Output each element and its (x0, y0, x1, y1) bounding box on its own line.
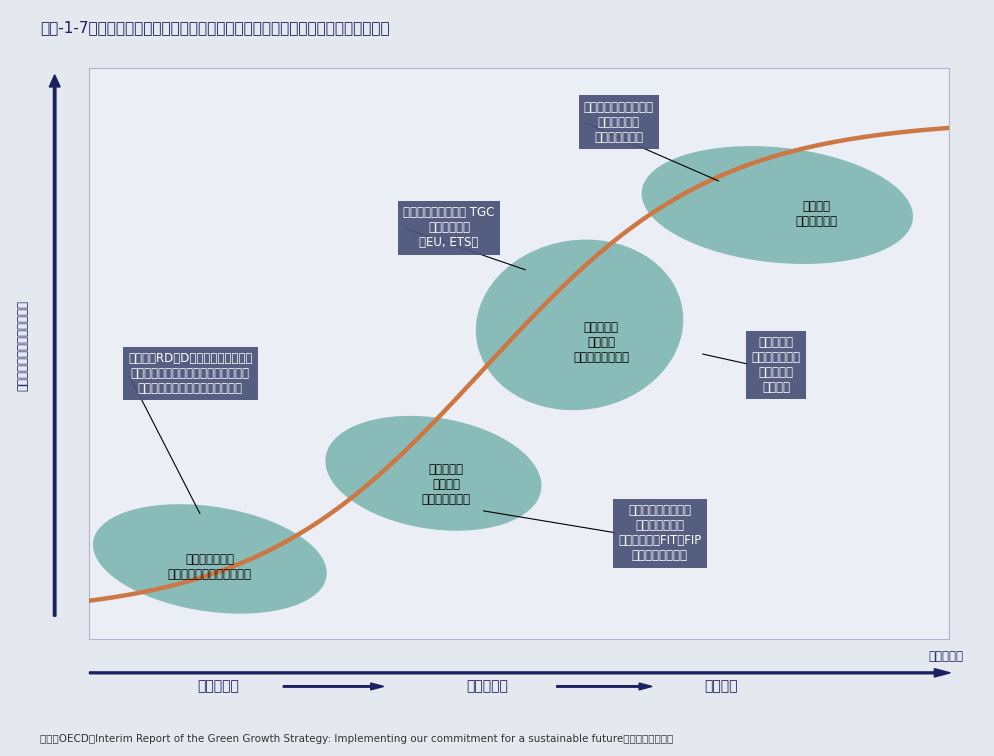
Ellipse shape (641, 146, 913, 264)
Ellipse shape (92, 504, 327, 614)
Text: 技術の市場における発展段階: 技術の市場における発展段階 (16, 300, 30, 392)
Text: 安定的で低リスクの
インセンティブ
価格ベース：FIT、FIP
数値ベース：入札: 安定的で低リスクの インセンティブ 価格ベース：FIT、FIP 数値ベース：入札 (618, 504, 702, 562)
Text: 試行・実証段階
（例：次世代バイオ燃料）: 試行・実証段階 （例：次世代バイオ燃料） (168, 553, 251, 581)
Text: 市場の進展: 市場の進展 (198, 680, 240, 693)
Text: コスト差の
低い段階
（例：陸上風力）: コスト差の 低い段階 （例：陸上風力） (574, 321, 629, 364)
Ellipse shape (476, 240, 683, 411)
Ellipse shape (325, 416, 542, 531)
Text: 成熟段階
（例：水力）: 成熟段階 （例：水力） (795, 200, 837, 228)
Text: コスト差の
高い段階
（例：太陽光）: コスト差の 高い段階 （例：太陽光） (421, 463, 471, 507)
Text: 巨大市場: 巨大市場 (704, 680, 738, 693)
Text: 資料：OECD「Interim Report of the Green Growth Strategy: Implementing our commitment: 資料：OECD「Interim Report of the Green Grow… (40, 734, 673, 745)
Text: 継続性、RD＆D、市場の魅力の創造
資本コストインセンティブ、資本税額
　控除、リベート、融資保証、等: 継続性、RD＆D、市場の魅力の創造 資本コストインセンティブ、資本税額 控除、リ… (128, 352, 252, 395)
Text: 時間の経過: 時間の経過 (928, 649, 964, 663)
Text: 技術的に中立な競争 TGC
カーボン取引
（EU, ETS）: 技術的に中立な競争 TGC カーボン取引 （EU, ETS） (404, 206, 495, 249)
Text: 市場誘引の掘り起こし
ボランタリー
（環境的）需要: 市場誘引の掘り起こし ボランタリー （環境的）需要 (583, 101, 654, 144)
Text: 市場リスク
市場リターンを
保証するが
額は減少: 市場リスク 市場リターンを 保証するが 額は減少 (751, 336, 800, 394)
Text: 図４-1-7　再生可能エネルギー技術の市場における発展段階と求められる環境政策: 図４-1-7 再生可能エネルギー技術の市場における発展段階と求められる環境政策 (40, 20, 390, 36)
Text: ニッチ市場: ニッチ市場 (466, 680, 508, 693)
